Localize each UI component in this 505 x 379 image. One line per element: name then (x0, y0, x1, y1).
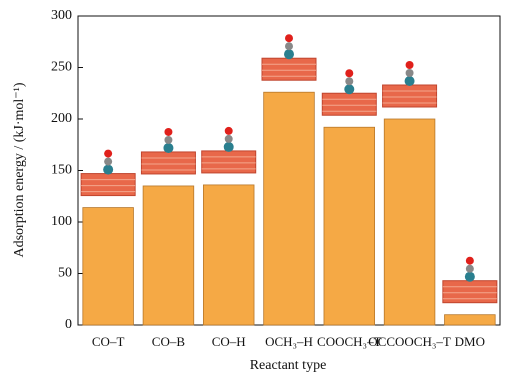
bar (143, 186, 194, 325)
bar (83, 208, 134, 325)
atom (163, 143, 173, 153)
atom (465, 272, 475, 282)
surface-slab (141, 152, 195, 174)
surface-slab (322, 93, 376, 115)
atom (164, 136, 172, 144)
adsorbate-illustration (322, 69, 376, 115)
atom (225, 135, 233, 143)
x-tick-label: CO–H (212, 334, 246, 349)
bar (203, 185, 254, 325)
x-tick-label: OCH₃–H (265, 334, 313, 349)
x-axis-label: Reactant type (250, 358, 327, 373)
atom (405, 76, 415, 86)
atom (406, 61, 414, 69)
atom (345, 69, 353, 77)
atom (345, 77, 353, 85)
x-tick-label: OCCOOCH₃–T (368, 334, 451, 349)
y-tick-label: 250 (51, 60, 72, 75)
atom (466, 265, 474, 273)
atom (225, 127, 233, 135)
adsorbate-illustration (262, 34, 316, 80)
y-tick-label: 50 (58, 266, 72, 281)
surface-slab (262, 58, 316, 80)
y-tick-label: 100 (51, 214, 72, 229)
atom (466, 257, 474, 265)
adsorbate-illustration (443, 257, 497, 303)
y-tick-label: 300 (51, 8, 72, 23)
surface-slab (443, 281, 497, 303)
bar (384, 119, 435, 325)
y-tick-label: 0 (65, 317, 72, 332)
x-tick-label: CO–T (92, 334, 125, 349)
y-tick-label: 200 (51, 111, 72, 126)
atom (285, 34, 293, 42)
x-tick-label: DMO (455, 334, 485, 349)
atom (406, 69, 414, 77)
surface-slab (383, 85, 437, 107)
y-axis-label: Adsorption energy / (kJ·mol⁻¹) (12, 82, 27, 257)
atom (104, 158, 112, 166)
adsorbate-illustration (383, 61, 437, 107)
adsorbate-illustration (81, 150, 135, 196)
atom (284, 49, 294, 59)
x-tick-label: CO–B (152, 334, 186, 349)
bar (445, 315, 496, 325)
atom (103, 165, 113, 175)
surface-slab (81, 174, 135, 196)
atom (344, 84, 354, 94)
chart: Reactant type Adsorption energy / (kJ·mo… (0, 0, 505, 379)
bar (264, 92, 315, 325)
y-tick-label: 150 (51, 163, 72, 178)
atom (285, 42, 293, 50)
bar (324, 127, 375, 325)
adsorbate-illustration (202, 127, 256, 173)
adsorbate-illustration (141, 128, 195, 174)
surface-slab (202, 151, 256, 173)
atom (164, 128, 172, 136)
atom (104, 150, 112, 158)
atom (224, 142, 234, 152)
